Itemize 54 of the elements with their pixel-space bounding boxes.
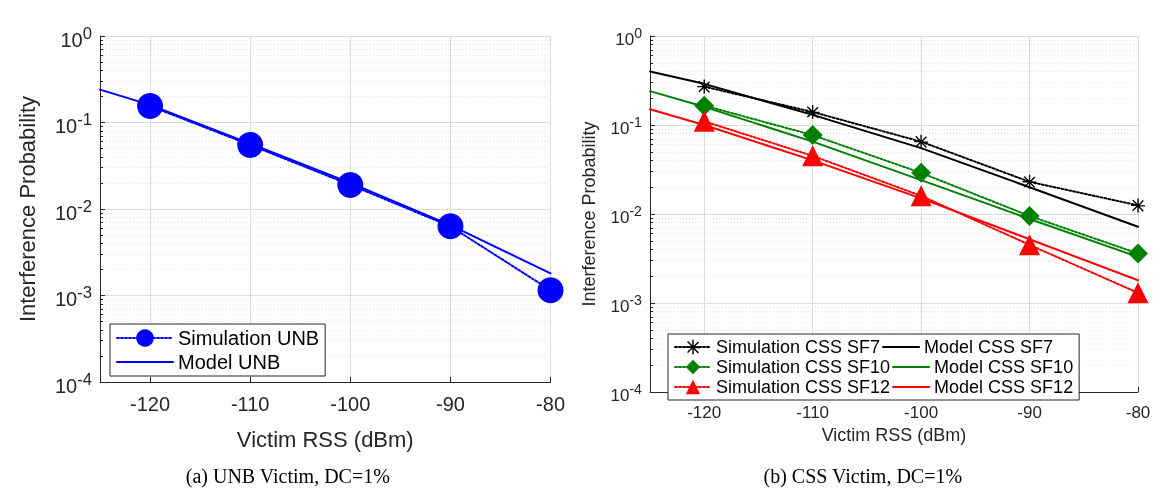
x-axis-title: Victim RSS (dBm)	[821, 425, 967, 445]
y-axis-title: Interference Probability	[579, 121, 599, 307]
x-tick-label: -100	[330, 393, 371, 415]
legend-label: Model CSS SF10	[934, 357, 1074, 377]
legend-label: Model CSS SF7	[924, 337, 1054, 357]
point	[1131, 198, 1145, 213]
y-tick-label: 10$^{-2}$	[610, 203, 642, 229]
y-tick-label: 10$^{-3}$	[610, 292, 642, 318]
point	[1019, 234, 1041, 256]
x-tick-label: -90	[435, 393, 465, 415]
x-tick-label: -90	[1017, 403, 1042, 422]
point	[693, 110, 715, 132]
legend-label: Simulation CSS SF7	[716, 337, 881, 357]
y-tick-label: 10$^{-3}$	[54, 283, 92, 311]
x-tick-label: -100	[904, 403, 939, 422]
x-tick-label: -110	[230, 393, 270, 415]
point	[237, 131, 264, 158]
legend-label: Simulation CSS SF10	[716, 357, 891, 377]
point	[1022, 174, 1037, 189]
point	[437, 213, 464, 240]
point	[911, 162, 932, 183]
point	[802, 145, 824, 167]
point	[802, 125, 823, 146]
legend-label: Simulation CSS SF12	[716, 377, 891, 397]
x-tick-label: -110	[796, 403, 830, 422]
y-tick-label: 10$^{-4}$	[610, 381, 642, 407]
point	[697, 79, 712, 94]
legend-label: Model CSS SF12	[934, 377, 1074, 397]
point	[1019, 205, 1040, 226]
x-axis-title: Victim RSS (dBm)	[236, 426, 414, 452]
y-tick-label: 10$^{0}$	[60, 23, 92, 52]
legend-label: Model UNB	[178, 351, 281, 373]
x-tick-label: -120	[687, 403, 722, 422]
point	[137, 93, 164, 120]
point	[805, 104, 820, 119]
x-tick-label: -80	[536, 393, 565, 415]
x-tick-label: -120	[130, 393, 171, 415]
y-tick-label: 10$^{0}$	[615, 25, 642, 51]
y-tick-label: 10$^{-2}$	[54, 196, 92, 225]
point	[914, 134, 929, 149]
text: (b) CSS Victim, DC=1%	[763, 465, 963, 488]
y-tick-label: 10$^{-4}$	[54, 369, 92, 398]
point	[537, 277, 564, 304]
legend-label: Simulation UNB	[178, 327, 320, 349]
y-tick-label: 10$^{-1}$	[54, 110, 92, 138]
point	[1127, 282, 1149, 304]
point	[1128, 243, 1148, 264]
y-axis-title: Interference Probability	[14, 95, 40, 323]
point	[337, 171, 364, 198]
x-tick-label: -80	[1125, 403, 1151, 422]
text: (a) UNB Victim, DC=1%	[185, 465, 390, 488]
point	[694, 95, 715, 116]
line-series	[649, 70, 1139, 228]
y-tick-label: 10$^{-1}$	[610, 114, 642, 140]
